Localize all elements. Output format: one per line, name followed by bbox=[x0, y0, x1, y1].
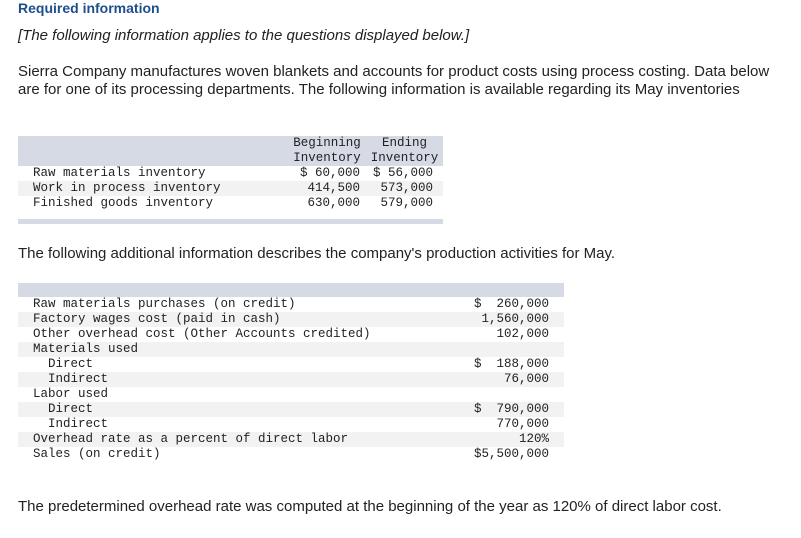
row-value: 120% bbox=[452, 432, 564, 447]
intro-note: [The following information applies to th… bbox=[18, 27, 470, 44]
table-row: Overhead rate as a percent of direct lab… bbox=[18, 432, 564, 447]
table-row: Direct $ 790,000 bbox=[18, 402, 564, 417]
row-value: 76,000 bbox=[452, 372, 564, 387]
table-header-row: Beginning Ending bbox=[18, 136, 443, 151]
header-beginning: Beginning bbox=[288, 136, 366, 151]
row-value bbox=[452, 342, 564, 357]
row-value: $ 790,000 bbox=[452, 402, 564, 417]
row-value bbox=[453, 387, 564, 402]
ending-value: 579,000 bbox=[380, 196, 433, 210]
row-value: $ 188,000 bbox=[473, 357, 549, 371]
table-row: Factory wages cost (paid in cash) 1,560,0… bbox=[18, 312, 564, 327]
table-row: Work in process inventory 414,500 573,000 bbox=[18, 181, 443, 196]
row-label: Materials used bbox=[18, 342, 453, 357]
beginning-value: 630,000 bbox=[307, 196, 360, 210]
beginning-value: $ 60,000 bbox=[299, 166, 360, 180]
table-row: Other overhead cost (Other Accounts cred… bbox=[18, 327, 564, 342]
row-label: Indirect bbox=[33, 417, 109, 431]
closing-note: The predetermined overhead rate was comp… bbox=[18, 498, 722, 515]
problem-description: Sierra Company manufactures woven blanke… bbox=[18, 63, 770, 98]
row-label: Direct bbox=[18, 402, 453, 417]
required-information-heading: Required information bbox=[18, 0, 160, 16]
row-label: Indirect bbox=[18, 372, 453, 387]
header-inventory: Inventory bbox=[366, 151, 443, 166]
table-row: Direct $ 188,000 bbox=[18, 357, 564, 372]
beginning-value: 414,500 bbox=[288, 181, 366, 196]
table-footer-bar bbox=[18, 219, 443, 224]
header-ending: Ending bbox=[366, 136, 443, 151]
table-row: Sales (on credit) $5,500,000 bbox=[18, 447, 564, 462]
additional-info-text: The following additional information des… bbox=[18, 245, 616, 262]
row-value: 102,000 bbox=[496, 327, 549, 341]
table-row: Indirect 770,000 bbox=[18, 417, 564, 432]
row-value: $ 260,000 bbox=[473, 297, 549, 311]
row-value: 1,560,000 bbox=[452, 312, 564, 327]
row-label: Finished goods inventory bbox=[33, 196, 214, 210]
table-header-row: Inventory Inventory bbox=[18, 151, 443, 166]
table-row: Materials used bbox=[18, 342, 564, 357]
row-label: Work in process inventory bbox=[18, 181, 288, 196]
production-activities-table: Raw materials purchases (on credit) $ 260… bbox=[18, 283, 564, 462]
row-label: Sales (on credit) bbox=[33, 447, 161, 461]
table-row: Labor used bbox=[18, 387, 564, 402]
row-label: Factory wages cost (paid in cash) bbox=[18, 312, 453, 327]
table-row: Finished goods inventory 630,000 579,000 bbox=[18, 196, 443, 211]
inventory-table: Beginning Ending Inventory Inventory Raw m… bbox=[18, 136, 443, 224]
row-label: Direct bbox=[33, 357, 94, 371]
row-label: Overhead rate as a percent of direct lab… bbox=[18, 432, 453, 447]
row-value: 770,000 bbox=[496, 417, 549, 431]
row-value: $5,500,000 bbox=[473, 447, 549, 461]
table-row: Raw materials purchases (on credit) $ 260… bbox=[18, 297, 564, 312]
row-label: Labor used bbox=[33, 387, 109, 401]
row-label: Raw materials purchases (on credit) bbox=[33, 297, 296, 311]
ending-value: 573,000 bbox=[366, 181, 443, 196]
row-label: Raw materials inventory bbox=[33, 166, 206, 180]
table-row: Indirect 76,000 bbox=[18, 372, 564, 387]
table-row: Raw materials inventory $ 60,000 $ 56,000 bbox=[18, 166, 443, 181]
row-label: Other overhead cost (Other Accounts cred… bbox=[33, 327, 371, 341]
table-header-row bbox=[18, 283, 564, 297]
ending-value: $ 56,000 bbox=[372, 166, 433, 180]
header-inventory: Inventory bbox=[288, 151, 366, 166]
